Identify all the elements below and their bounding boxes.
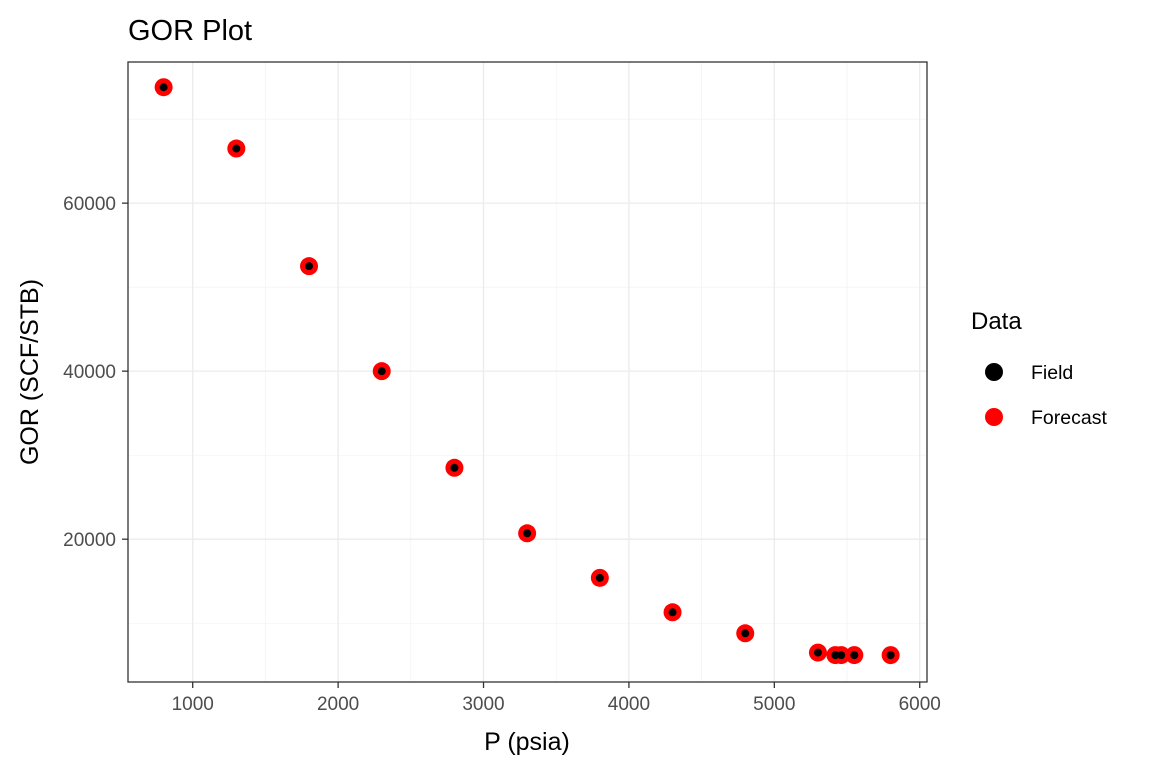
x-tick-label: 3000 (462, 694, 504, 715)
legend-label-field: Field (1031, 362, 1073, 384)
minor-gridlines (128, 62, 927, 682)
legend-title: Data (971, 308, 1022, 335)
major-gridlines (128, 62, 927, 682)
plot-panel (127, 61, 928, 683)
legend-key-field (985, 363, 1003, 381)
x-tick-label: 6000 (899, 694, 941, 715)
x-tick-label: 5000 (753, 694, 795, 715)
y-tick-label: 60000 (63, 194, 116, 215)
data-point-field (837, 651, 846, 660)
panel-background (128, 62, 927, 682)
data-point-field (232, 144, 241, 153)
chart-title: GOR Plot (128, 15, 252, 47)
data-point-field (305, 262, 314, 271)
y-axis-title: GOR (SCF/STB) (16, 279, 44, 465)
y-tick-label: 20000 (63, 530, 116, 551)
y-tick-label: 40000 (63, 362, 116, 383)
legend-label-forecast: Forecast (1031, 407, 1107, 429)
x-axis: 1000 2000 3000 4000 5000 6000 (172, 682, 941, 715)
data-point-field (741, 629, 750, 638)
legend-key-forecast (985, 408, 1003, 426)
x-tick-label: 4000 (608, 694, 650, 715)
data-point-field (159, 83, 168, 92)
x-tick-label: 2000 (317, 694, 359, 715)
x-tick-label: 1000 (172, 694, 214, 715)
data-point-field (668, 608, 677, 617)
data-points (154, 78, 900, 665)
x-axis-title: P (psia) (484, 728, 570, 756)
legend: Data Field Forecast (971, 308, 1107, 429)
data-point-field (831, 651, 840, 660)
data-point-field (377, 367, 386, 376)
data-point-field (523, 529, 532, 538)
data-point-field (450, 463, 459, 472)
data-point-field (595, 573, 604, 582)
data-point-field (886, 651, 895, 660)
legend-entry-forecast: Forecast (985, 407, 1107, 429)
legend-entry-field: Field (985, 362, 1073, 384)
data-point-field (813, 648, 822, 657)
y-axis: 20000 40000 60000 (63, 194, 128, 551)
panel-border (127, 61, 928, 683)
data-point-field (850, 651, 859, 660)
